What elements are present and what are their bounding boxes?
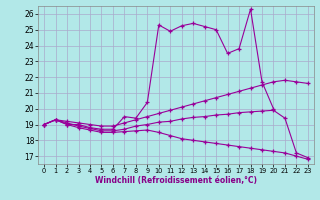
X-axis label: Windchill (Refroidissement éolien,°C): Windchill (Refroidissement éolien,°C): [95, 176, 257, 185]
